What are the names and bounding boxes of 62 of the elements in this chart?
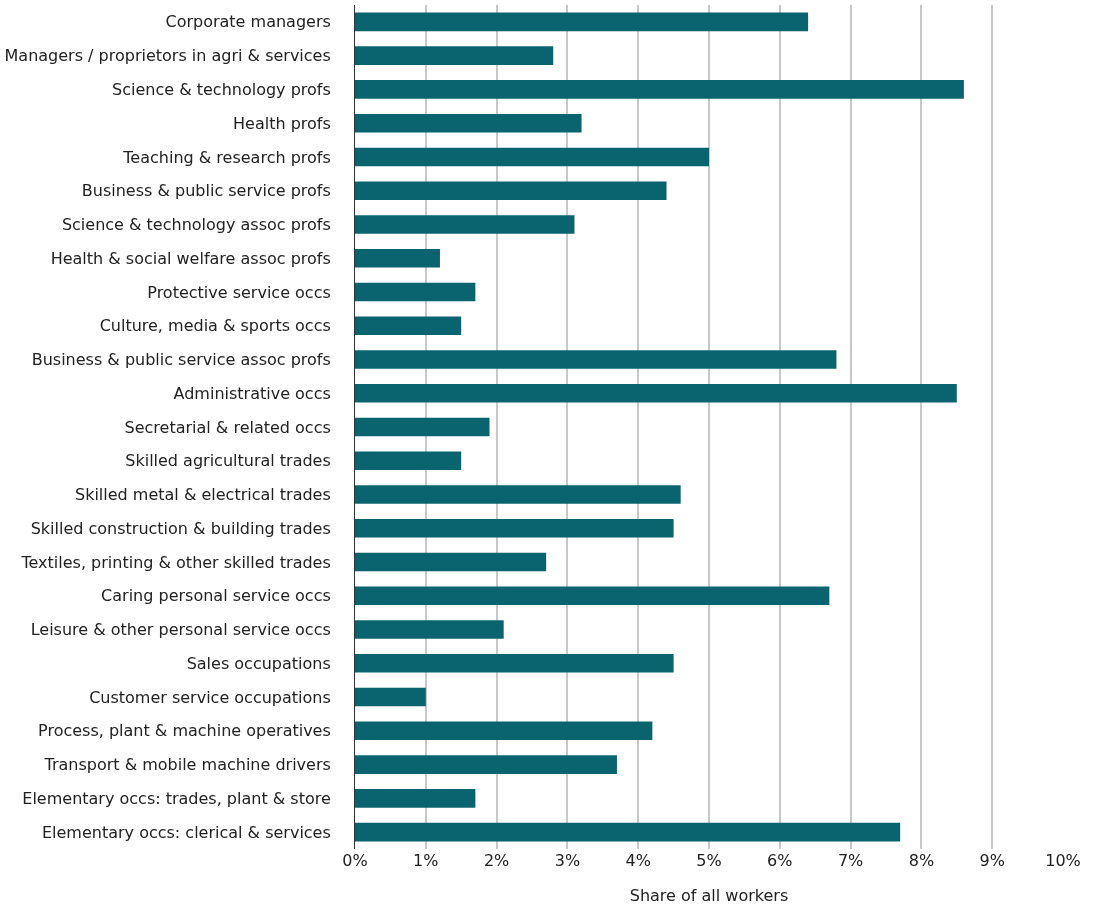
bar [355, 316, 462, 335]
x-tick-label: 6% [767, 851, 793, 870]
bar [355, 248, 440, 268]
y-tick-label: Elementary occs: clerical & services [41, 822, 331, 842]
y-tick-label: Corporate managers [165, 12, 331, 32]
y-tick-label: Skilled agricultural trades [125, 451, 331, 471]
bar [355, 586, 830, 606]
y-tick-label: Managers / proprietors in agri & services [4, 46, 331, 66]
bar [355, 789, 476, 808]
bar [355, 383, 957, 403]
bar [355, 12, 809, 32]
y-tick-label: Secretarial & related occs [124, 417, 331, 437]
bar [355, 147, 709, 167]
bar [355, 417, 490, 437]
y-tick-label: Skilled metal & electrical trades [75, 485, 331, 505]
bar [355, 687, 426, 707]
y-tick-label: Skilled construction & building trades [30, 518, 331, 538]
y-tick-label: Process, plant & machine operatives [38, 721, 331, 741]
x-tick-label: 3% [554, 851, 581, 870]
y-tick-label: Science & technology assoc profs [61, 215, 331, 235]
x-tick-label: 8% [908, 851, 935, 870]
bar [355, 519, 674, 538]
y-tick-label: Sales occupations [186, 653, 331, 673]
x-tick-label: 1% [413, 851, 439, 870]
y-tick-label: Caring personal service occs [101, 586, 331, 606]
y-tick-label: Elementary occs: trades, plant & store [22, 788, 331, 808]
bar [355, 654, 674, 673]
bar [355, 822, 901, 842]
x-tick-label: 9% [979, 851, 1005, 870]
y-tick-label: Textiles, printing & other skilled trades [20, 552, 331, 572]
x-tick-label: 0% [342, 851, 368, 870]
bar [355, 215, 575, 234]
bar [355, 721, 653, 741]
x-tick-label: 2% [483, 851, 510, 870]
bar [355, 350, 837, 369]
y-tick-label: Transport & mobile machine drivers [43, 755, 331, 775]
bar [355, 46, 554, 65]
x-tick-label: 5% [696, 851, 722, 870]
y-tick-label: Teaching & research profs [122, 147, 331, 167]
y-tick-label: Health profs [233, 113, 331, 133]
y-tick-label: Culture, media & sports occs [99, 316, 331, 336]
y-tick-label: Customer service occupations [89, 687, 331, 707]
bar [355, 282, 476, 302]
x-tick-label: 10% [1045, 851, 1081, 870]
y-tick-label: Health & social welfare assoc profs [50, 248, 331, 268]
bar [355, 620, 504, 639]
y-tick-label: Science & technology profs [112, 80, 331, 99]
y-tick-label: Leisure & other personal service occs [30, 620, 331, 640]
x-tick-label: 4% [625, 851, 651, 870]
x-tick-label: 7% [837, 851, 864, 870]
y-tick-label: Business & public service assoc profs [31, 350, 331, 370]
bar [355, 485, 681, 504]
y-tick-label: Protective service occs [147, 282, 331, 302]
y-tick-label: Business & public service profs [81, 181, 331, 201]
bar [355, 181, 667, 200]
bar [355, 755, 617, 774]
bar [355, 552, 547, 572]
x-axis-title: Share of all workers [629, 885, 789, 905]
y-tick-label: Administrative occs [173, 383, 331, 403]
bar [355, 80, 964, 99]
bar [355, 451, 462, 471]
bar [355, 113, 582, 133]
